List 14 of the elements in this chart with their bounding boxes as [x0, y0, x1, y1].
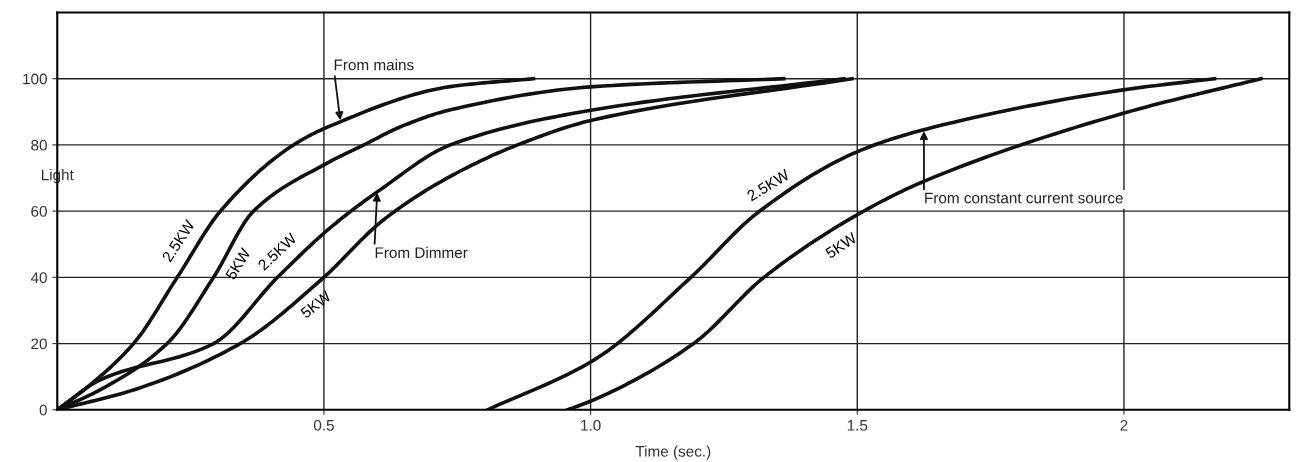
annotation: From Dimmer [375, 246, 468, 259]
annotation: From constant current source [925, 192, 1123, 204]
x-tick-label: 2 [1120, 419, 1128, 431]
y-tick-label: 40 [30, 272, 47, 284]
x-tick-label: 1.0 [581, 419, 601, 431]
x-axis-title: Time (sec.) [635, 445, 711, 460]
y-tick-label: 20 [31, 338, 47, 350]
y-tick-label: 80 [31, 139, 47, 151]
annotation: From mains [334, 59, 414, 71]
x-tick-label: 0.5 [313, 419, 334, 431]
x-tick-label: 1.5 [847, 420, 868, 431]
y-tick-label: 0 [39, 404, 47, 416]
y-tick-label: 100 [23, 73, 47, 85]
y-tick-label: 60 [31, 206, 47, 217]
